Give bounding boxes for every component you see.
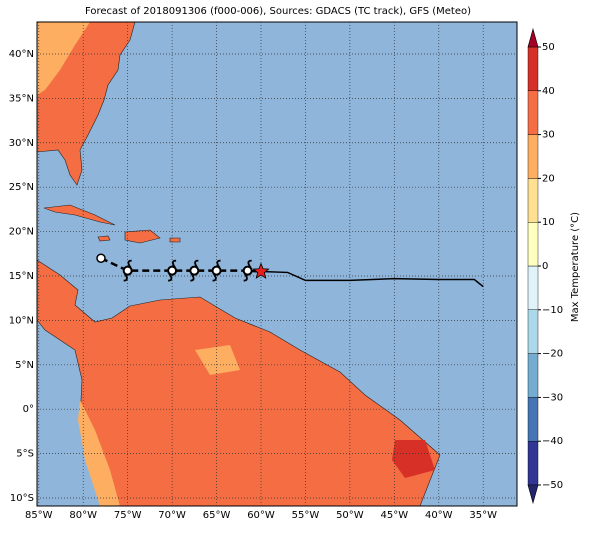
x-tick-label: 40°W (425, 510, 453, 521)
map-area (37, 22, 517, 506)
colorbar-segment (527, 90, 539, 135)
storm-symbol (167, 265, 178, 276)
y-tick-label: 10°S (10, 493, 34, 504)
x-tick-label: 75°W (114, 510, 142, 521)
y-tick-label: 15°N (9, 271, 34, 282)
colorbar-tick-label: −10 (542, 305, 563, 316)
storm-symbol (189, 265, 200, 276)
storm-arm (190, 259, 199, 282)
colorbar-tick-label: 40 (542, 86, 555, 97)
storm-arm (123, 259, 132, 282)
y-tick-label: 5°N (15, 360, 34, 371)
colorbar-segment (527, 46, 539, 91)
y-tick-label: 40°N (9, 49, 34, 60)
colorbar-segment (527, 441, 539, 486)
cuba (43, 204, 116, 226)
x-tick-label: 85°W (25, 510, 53, 521)
colorbar-tick-label: 20 (542, 173, 555, 184)
track-point (96, 253, 106, 263)
map-frame (36, 21, 518, 507)
y-tick-label: 0° (23, 404, 34, 415)
x-tick-label: 65°W (203, 510, 231, 521)
colorbar-tick-label: 0 (542, 261, 548, 272)
colorbar-tick-label: 50 (542, 42, 555, 53)
y-tick-label: 10°N (9, 315, 34, 326)
colorbar-tick-label: 30 (542, 130, 555, 141)
colorbar-tick-label: −40 (542, 436, 563, 447)
storm-symbol (211, 265, 222, 276)
x-tick-label: 70°W (158, 510, 186, 521)
storm-symbol (242, 265, 253, 276)
jamaica (97, 235, 111, 242)
y-tick-label: 5°S (16, 449, 34, 460)
storm-arm (212, 259, 221, 282)
x-tick-label: 50°W (336, 510, 364, 521)
colorbar-segment (527, 178, 539, 223)
y-tick-label: 30°N (9, 138, 34, 149)
colorbar-segment (527, 265, 539, 310)
colorbar-segment (527, 353, 539, 398)
highlands (78, 345, 240, 506)
observed-track (260, 270, 484, 288)
colorbar-tick-label: −20 (542, 349, 563, 360)
colorbar-label: Max Temperature (°C) (570, 212, 581, 322)
cool-land (37, 22, 90, 95)
puerto-rico (169, 237, 181, 243)
colorbar-segment (527, 397, 539, 442)
hot-area (392, 440, 435, 478)
colorbar-segment (527, 134, 539, 179)
colorbar-segment (527, 309, 539, 354)
x-tick-label: 45°W (381, 510, 409, 521)
colorbar-tick-label: −30 (542, 392, 563, 403)
x-tick-label: 80°W (69, 510, 97, 521)
south-america (37, 259, 441, 506)
x-tick-label: 55°W (292, 510, 320, 521)
colorbar-tick-label: 10 (542, 217, 555, 228)
y-tick-label: 25°N (9, 182, 34, 193)
y-tick-label: 20°N (9, 227, 34, 238)
colorbar-over (527, 27, 539, 48)
storm-symbol (122, 265, 133, 276)
colorbar-under (527, 484, 539, 505)
colorbar-segment (527, 221, 539, 267)
hispaniola (124, 229, 161, 244)
current-position (252, 262, 270, 279)
y-tick-label: 35°N (9, 93, 34, 104)
storm-arm (243, 259, 252, 282)
colorbar-tick-label: −50 (542, 480, 563, 491)
x-tick-label: 35°W (469, 510, 497, 521)
storm-arm (168, 259, 177, 282)
map-title: Forecast of 2018091306 (f000-006), Sourc… (85, 6, 471, 17)
x-tick-label: 60°W (247, 510, 275, 521)
